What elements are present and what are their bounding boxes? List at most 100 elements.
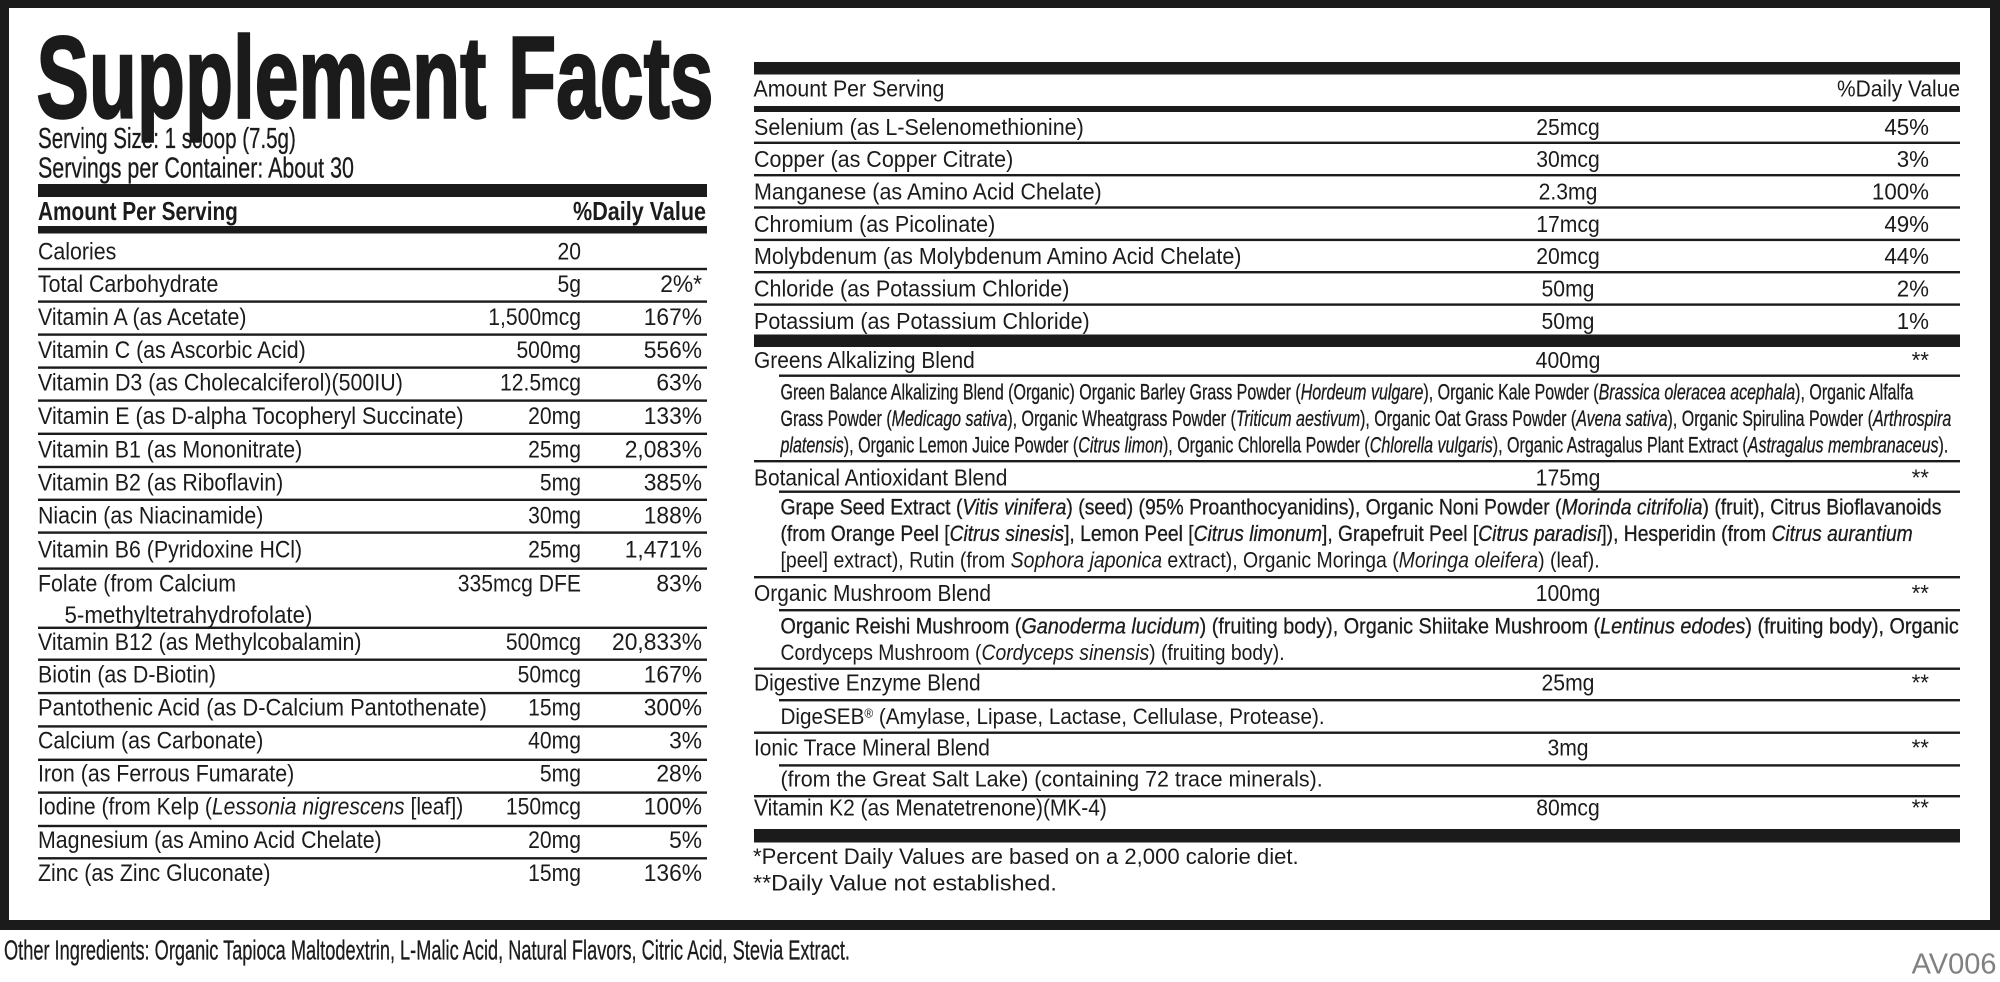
svg-text:44%: 44% (1884, 243, 1929, 270)
svg-text:20mg: 20mg (528, 403, 581, 430)
svg-text:500mg: 500mg (516, 337, 581, 364)
svg-text:(from Orange Peel [Citrus sine: (from Orange Peel [Citrus sinesis], Lemo… (781, 522, 1913, 547)
svg-text:2%: 2% (1897, 275, 1929, 302)
svg-text:Vitamin B2 (as Riboflavin): Vitamin B2 (as Riboflavin) (38, 468, 283, 495)
svg-text:15mg: 15mg (528, 860, 581, 887)
svg-text:20: 20 (558, 238, 581, 265)
svg-text:**: ** (1912, 464, 1929, 491)
svg-text:Vitamin C (as Ascorbic Acid): Vitamin C (as Ascorbic Acid) (38, 336, 306, 363)
svg-text:Servings per Container: About: Servings per Container: About 30 (38, 152, 354, 184)
svg-text:63%: 63% (656, 369, 702, 396)
svg-text:50mg: 50mg (1542, 276, 1595, 302)
svg-text:100%: 100% (644, 793, 702, 820)
svg-text:Vitamin E (as D-alpha Tocopher: Vitamin E (as D-alpha Tocopheryl Succina… (38, 402, 464, 429)
svg-text:Other Ingredients: Organic Tap: Other Ingredients: Organic Tapioca Malto… (4, 936, 850, 967)
svg-text:2,083%: 2,083% (625, 436, 702, 463)
svg-text:2%*: 2%* (660, 270, 702, 297)
svg-text:45%: 45% (1884, 113, 1929, 140)
svg-text:[peel] extract), Rutin (from S: [peel] extract), Rutin (from Sophora jap… (781, 548, 1600, 573)
svg-text:Vitamin K2 (as Menatetrenone)(: Vitamin K2 (as Menatetrenone)(MK-4) (754, 794, 1107, 820)
svg-text:556%: 556% (644, 337, 702, 364)
svg-text:5-methyltetrahydrofolate): 5-methyltetrahydrofolate) (65, 601, 313, 628)
svg-text:Green Balance Alkalizing Blend: Green Balance Alkalizing Blend (Organic)… (781, 380, 1914, 405)
svg-text:50mcg: 50mcg (518, 661, 581, 688)
svg-text:Total Carbohydrate: Total Carbohydrate (38, 270, 218, 297)
svg-text:Selenium (as L-Selenomethionin: Selenium (as L-Selenomethionine) (754, 114, 1084, 140)
svg-text:Niacin (as Niacinamide): Niacin (as Niacinamide) (38, 501, 263, 528)
svg-text:49%: 49% (1884, 210, 1929, 237)
svg-text:1%: 1% (1897, 307, 1929, 334)
svg-text:167%: 167% (644, 303, 702, 330)
svg-text:Grape Seed Extract (Vitis vini: Grape Seed Extract (Vitis vinifera) (see… (781, 495, 1942, 520)
svg-text:133%: 133% (644, 402, 702, 429)
svg-text:Supplement Facts: Supplement Facts (37, 12, 714, 142)
svg-text:Vitamin A (as Acetate): Vitamin A (as Acetate) (38, 303, 246, 330)
svg-text:400mg: 400mg (1536, 347, 1601, 373)
svg-text:20mcg: 20mcg (1536, 243, 1599, 269)
svg-text:Copper (as Copper Citrate): Copper (as Copper Citrate) (754, 146, 1013, 172)
svg-text:AV006: AV006 (1912, 948, 1997, 980)
svg-text:3mg: 3mg (1547, 734, 1588, 760)
svg-text:Potassium (as Potassium Chlori: Potassium (as Potassium Chloride) (754, 308, 1090, 334)
svg-text:Vitamin B1 (as Mononitrate): Vitamin B1 (as Mononitrate) (38, 435, 302, 462)
svg-text:Ionic Trace Mineral Blend: Ionic Trace Mineral Blend (754, 734, 990, 760)
svg-text:25mg: 25mg (528, 436, 581, 463)
svg-text:3%: 3% (1897, 146, 1929, 173)
svg-text:Cordyceps Mushroom (Cordyceps: Cordyceps Mushroom (Cordyceps sinensis) … (781, 641, 1285, 666)
svg-text:Vitamin B12 (as Methylcobalami: Vitamin B12 (as Methylcobalamin) (38, 628, 361, 655)
svg-text:25mg: 25mg (1542, 669, 1595, 695)
svg-text:1,471%: 1,471% (625, 536, 702, 563)
svg-text:30mg: 30mg (528, 502, 581, 529)
svg-text:15mg: 15mg (528, 694, 581, 721)
svg-text:Organic Mushroom Blend: Organic Mushroom Blend (754, 580, 991, 606)
svg-text:300%: 300% (644, 694, 702, 721)
svg-text:80mcg: 80mcg (1536, 794, 1599, 820)
svg-text:500mcg: 500mcg (506, 629, 581, 656)
svg-text:335mcg DFE: 335mcg DFE (458, 570, 581, 597)
svg-text:5%: 5% (669, 826, 702, 853)
svg-text:**: ** (1912, 346, 1929, 373)
svg-text:Digestive Enzyme Blend: Digestive Enzyme Blend (754, 669, 981, 695)
svg-text:Botanical Antioxidant Blend: Botanical Antioxidant Blend (754, 464, 1007, 490)
svg-text:136%: 136% (644, 859, 702, 886)
svg-text:30mcg: 30mcg (1536, 146, 1599, 172)
svg-text:**: ** (1912, 794, 1929, 821)
svg-text:Greens Alkalizing Blend: Greens Alkalizing Blend (754, 347, 975, 373)
svg-text:%Daily Value: %Daily Value (1837, 75, 1960, 101)
svg-text:Calories: Calories (38, 237, 116, 264)
svg-text:150mcg: 150mcg (506, 793, 581, 820)
svg-text:17mcg: 17mcg (1536, 211, 1599, 237)
svg-text:25mcg: 25mcg (1536, 114, 1599, 140)
svg-text:175mg: 175mg (1536, 464, 1601, 490)
svg-text:Magnesium (as Amino Acid Chela: Magnesium (as Amino Acid Chelate) (38, 826, 382, 853)
svg-text:188%: 188% (644, 502, 702, 529)
svg-text:83%: 83% (656, 570, 702, 597)
svg-text:20,833%: 20,833% (612, 628, 702, 655)
svg-text:Serving Size: 1 scoop (7.5g): Serving Size: 1 scoop (7.5g) (38, 123, 296, 155)
svg-text:5mg: 5mg (540, 760, 581, 787)
svg-text:DigeSEB® (Amylase, Lipase, Lac: DigeSEB® (Amylase, Lipase, Lactase, Cell… (781, 703, 1325, 729)
svg-text:25mg: 25mg (528, 536, 581, 563)
svg-text:3%: 3% (669, 727, 702, 754)
svg-text:Molybdenum (as Molybdenum Amin: Molybdenum (as Molybdenum Amino Acid Che… (754, 243, 1241, 269)
svg-text:100%: 100% (1872, 178, 1929, 205)
svg-text:Iodine (from Kelp (Lessonia ni: Iodine (from Kelp (Lessonia nigrescens [… (38, 793, 463, 820)
svg-text:12.5mcg: 12.5mcg (500, 369, 581, 396)
svg-text:**Daily Value not established.: **Daily Value not established. (753, 870, 1057, 896)
svg-text:**: ** (1912, 669, 1929, 696)
svg-text:Grass Powder (Medicago sativa): Grass Powder (Medicago sativa), Organic … (781, 406, 1952, 431)
svg-text:Vitamin D3 (as Cholecalciferol: Vitamin D3 (as Cholecalciferol)(500IU) (38, 369, 403, 396)
svg-text:(from the Great Salt Lake) (co: (from the Great Salt Lake) (containing 7… (781, 766, 1323, 792)
svg-text:28%: 28% (656, 760, 702, 787)
svg-text:50mg: 50mg (1542, 308, 1595, 334)
svg-text:platensis), Organic Lemon Juic: platensis), Organic Lemon Juice Powder (… (780, 433, 1949, 458)
svg-text:Manganese (as Amino Acid Chela: Manganese (as Amino Acid Chelate) (754, 179, 1102, 205)
svg-text:%Daily Value: %Daily Value (573, 197, 706, 226)
svg-text:Vitamin B6 (Pyridoxine HCl): Vitamin B6 (Pyridoxine HCl) (38, 535, 302, 562)
svg-text:Zinc (as Zinc Gluconate): Zinc (as Zinc Gluconate) (38, 859, 271, 886)
svg-text:Pantothenic Acid (as D-Calcium: Pantothenic Acid (as D-Calcium Pantothen… (38, 694, 487, 721)
svg-text:1,500mcg: 1,500mcg (488, 304, 581, 331)
svg-text:Amount Per Serving: Amount Per Serving (754, 76, 945, 102)
svg-text:Organic Reishi Mushroom (Ganod: Organic Reishi Mushroom (Ganoderma lucid… (781, 614, 1960, 638)
svg-text:20mg: 20mg (528, 827, 581, 854)
